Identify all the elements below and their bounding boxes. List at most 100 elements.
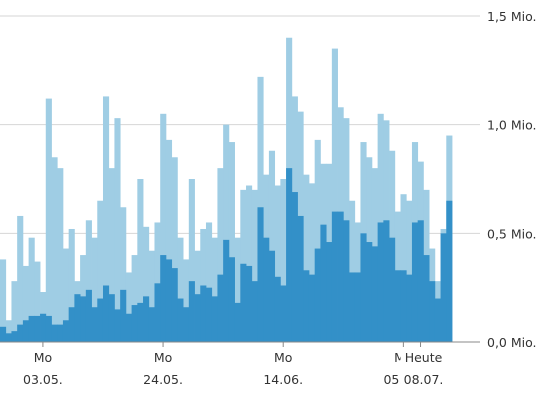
bar-part <box>366 242 373 342</box>
bar-part <box>148 307 155 342</box>
bar-total <box>137 179 144 342</box>
bar-part <box>102 285 110 342</box>
bar-total <box>45 98 52 342</box>
bar-total <box>314 139 321 342</box>
bar-part <box>263 237 270 342</box>
bar-part <box>80 296 87 342</box>
bar-total <box>22 265 30 342</box>
x-tick-weekday: Mo <box>274 350 292 365</box>
bar-total <box>148 250 155 342</box>
bar-part <box>400 270 407 342</box>
bar-total <box>217 168 224 342</box>
bar-part <box>85 289 92 342</box>
bar-part <box>131 305 138 342</box>
bar-part <box>268 250 276 342</box>
bar-total <box>62 248 70 342</box>
bar-part <box>177 298 184 342</box>
bar-part <box>57 324 64 342</box>
bar-part <box>91 307 98 342</box>
x-tick-date: 03.05. <box>23 372 63 387</box>
bar-part <box>205 287 213 342</box>
bar-total <box>331 48 338 342</box>
bar-total <box>125 272 132 342</box>
bar-total <box>17 215 24 342</box>
part-bars-series <box>0 168 453 342</box>
bar-part <box>51 324 58 342</box>
today-date: 08.07. <box>404 372 444 387</box>
bar-part <box>45 315 52 342</box>
bar-total <box>120 207 127 342</box>
grid-layer <box>0 15 480 234</box>
bar-part <box>194 294 201 342</box>
y-tick-label: 0,5 Mio. <box>487 226 537 241</box>
bar-total <box>234 237 241 342</box>
bar-total <box>114 118 121 342</box>
bar-part <box>320 224 327 342</box>
bar-part <box>200 285 207 342</box>
bar-total <box>268 150 276 342</box>
bar-part <box>303 270 310 342</box>
bar-part <box>108 294 115 342</box>
bar-part <box>154 283 161 342</box>
bar-part <box>257 207 264 342</box>
bar-total <box>85 220 92 342</box>
bar-total <box>68 228 75 342</box>
bar-part <box>0 326 7 342</box>
bar-part <box>434 298 441 342</box>
bar-total <box>280 179 287 342</box>
bar-part <box>5 333 12 342</box>
bar-part <box>223 239 230 342</box>
bar-part <box>125 313 132 342</box>
bar-part <box>17 324 24 342</box>
today-label-backdrop <box>400 347 447 389</box>
bar-total <box>34 261 41 342</box>
bar-part <box>331 211 338 342</box>
bar-total <box>97 200 104 342</box>
bar-total <box>57 168 64 342</box>
bar-part <box>280 285 287 342</box>
bar-total <box>102 96 110 342</box>
bar-part <box>234 302 241 342</box>
bar-part <box>120 289 127 342</box>
y-tick-label: 1,5 Mio. <box>487 9 537 24</box>
bar-total <box>228 142 235 342</box>
bar-part <box>246 265 253 342</box>
y-axis-labels: 0,0 Mio. 0,5 Mio. 1,0 Mio. 1,5 Mio. <box>487 9 537 350</box>
bar-part <box>383 220 390 342</box>
bar-total <box>188 179 195 342</box>
bar-part <box>297 215 304 342</box>
bar-total <box>5 320 12 342</box>
bar-total <box>274 185 281 342</box>
bar-part <box>97 298 104 342</box>
x-tick-weekday: Mo <box>154 350 172 365</box>
bar-total <box>211 237 218 342</box>
bar-total <box>131 255 138 342</box>
bar-part <box>160 255 167 342</box>
bar-part <box>143 296 150 342</box>
bar-total <box>165 139 173 342</box>
bar-part <box>360 233 367 342</box>
bar-total <box>303 174 310 342</box>
bar-total <box>154 222 161 342</box>
bar-part <box>171 268 178 342</box>
bar-part <box>74 294 81 342</box>
bar-total <box>160 113 167 342</box>
bar-part <box>389 237 396 342</box>
bar-part <box>411 222 419 342</box>
bar-part <box>183 307 190 342</box>
today-label: Heute <box>405 350 443 365</box>
x-axis-labels: Mo03.05.Mo24.05.Mo14.06.Mo05.07.Heute08.… <box>23 342 447 389</box>
bar-part <box>406 274 413 342</box>
bar-total <box>177 237 184 342</box>
bar-part <box>377 222 384 342</box>
bar-total <box>91 237 98 342</box>
bar-part <box>354 272 361 342</box>
bar-part <box>62 320 70 342</box>
bar-total <box>108 168 115 342</box>
bar-part <box>423 255 430 342</box>
bar-total <box>246 185 253 342</box>
bar-part <box>68 307 75 342</box>
bar-part <box>22 320 30 342</box>
bar-part <box>337 211 344 342</box>
